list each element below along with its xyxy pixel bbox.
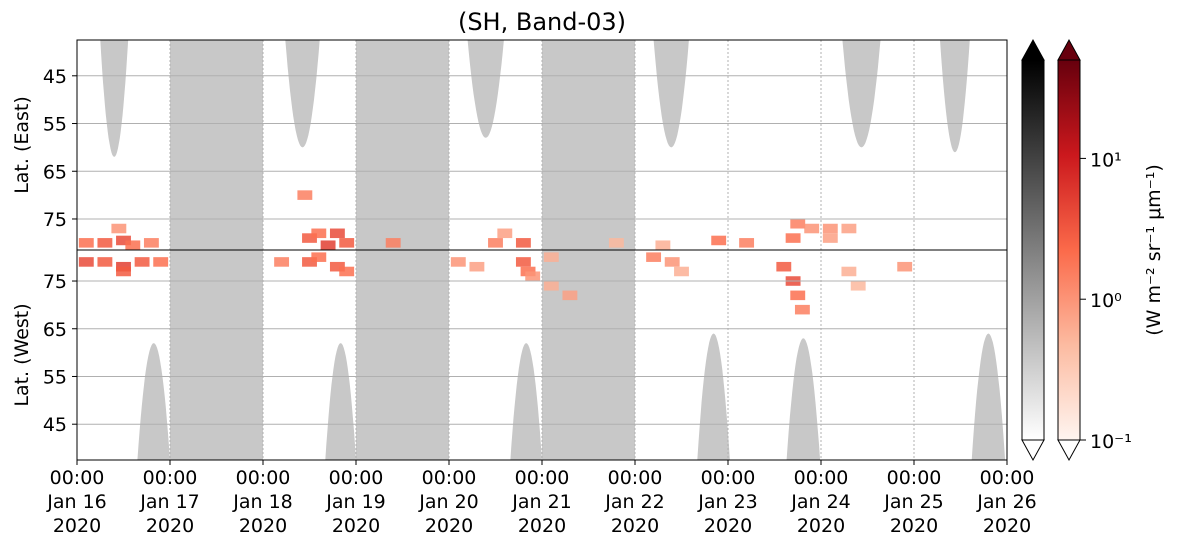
heat-cell bbox=[143, 238, 159, 248]
heat-cell bbox=[469, 261, 485, 272]
heat-cell bbox=[739, 238, 755, 248]
x-tick-label: 00:00 Jan 20 2020 bbox=[418, 467, 479, 537]
night-arc bbox=[842, 40, 881, 148]
heat-cell bbox=[794, 304, 810, 315]
heat-cell bbox=[655, 240, 671, 250]
heat-cell bbox=[543, 281, 559, 291]
heat-cell bbox=[125, 240, 141, 250]
heat-cell bbox=[646, 252, 662, 262]
chart-title: (SH, Band-03) bbox=[458, 8, 626, 36]
heat-cell bbox=[525, 271, 541, 282]
y-tick-label: 45 bbox=[43, 66, 67, 88]
heat-cell bbox=[111, 223, 127, 234]
y-tick-label: 65 bbox=[43, 161, 67, 183]
x-tick-label: 00:00 Jan 25 2020 bbox=[883, 467, 944, 537]
heat-cell bbox=[134, 257, 150, 267]
heat-cell bbox=[664, 257, 680, 267]
heat-cell bbox=[515, 257, 531, 267]
heat-cell bbox=[776, 261, 792, 272]
night-arc bbox=[510, 343, 542, 460]
y-tick-label: 45 bbox=[43, 414, 67, 436]
heat-cell bbox=[302, 233, 317, 243]
y-label: Lat. (East) bbox=[11, 96, 33, 194]
night-arc bbox=[100, 40, 129, 157]
x-tick-label: 00:00 Jan 19 2020 bbox=[325, 467, 386, 537]
heat-cell bbox=[822, 223, 838, 234]
heat-cell bbox=[562, 290, 578, 301]
heat-cell bbox=[311, 228, 327, 239]
x-tick-label: 00:00 Jan 23 2020 bbox=[697, 467, 758, 537]
heat-cell bbox=[841, 223, 857, 234]
y-tick-label: 55 bbox=[43, 114, 67, 136]
heat-cell bbox=[841, 266, 857, 277]
colorbar bbox=[1057, 59, 1081, 441]
x-tick-label: 00:00 Jan 24 2020 bbox=[790, 467, 851, 537]
colorbar-extend bbox=[1057, 439, 1081, 462]
night-arc bbox=[940, 40, 970, 153]
x-tick-label: 00:00 Jan 16 2020 bbox=[46, 467, 107, 537]
heat-cell bbox=[385, 238, 401, 248]
heat-cell bbox=[804, 223, 820, 234]
night-arc bbox=[653, 40, 689, 148]
colorbar-extend bbox=[1021, 439, 1045, 462]
heat-cell bbox=[543, 252, 559, 262]
heat-cell bbox=[450, 257, 466, 267]
heat-cell bbox=[97, 238, 113, 248]
night-arc bbox=[285, 40, 320, 148]
colorbar-extend bbox=[1021, 38, 1045, 61]
heat-cell bbox=[488, 238, 503, 248]
colorbar-label: (W m⁻² sr⁻¹ μm⁻¹) bbox=[1143, 164, 1165, 335]
heat-cell bbox=[329, 261, 345, 272]
heat-cell bbox=[897, 261, 913, 272]
heat-cell bbox=[329, 228, 345, 239]
heat-cell bbox=[297, 190, 313, 200]
heat-cell bbox=[97, 257, 113, 267]
x-tick-label: 00:00 Jan 17 2020 bbox=[139, 467, 200, 537]
y-label: Lat. (West) bbox=[11, 303, 33, 406]
heat-cell bbox=[785, 233, 801, 243]
x-tick-label: 00:00 Jan 18 2020 bbox=[232, 467, 293, 537]
heat-cell bbox=[274, 257, 290, 267]
y-tick-label: 75 bbox=[43, 271, 67, 293]
heat-cell bbox=[674, 266, 689, 277]
heat-cell bbox=[790, 218, 806, 229]
night-arc bbox=[137, 343, 170, 460]
night-arc bbox=[467, 40, 504, 138]
heat-cell bbox=[116, 235, 131, 246]
heat-cell bbox=[339, 266, 355, 277]
night-arc bbox=[786, 338, 821, 460]
x-tick-label: 00:00 Jan 22 2020 bbox=[604, 467, 665, 537]
heat-cell bbox=[850, 281, 866, 291]
y-tick-label: 65 bbox=[43, 319, 67, 341]
heat-cell bbox=[153, 257, 169, 267]
night-arc bbox=[697, 333, 730, 460]
night-arc bbox=[325, 343, 356, 460]
heat-cell bbox=[78, 257, 94, 267]
heat-cell bbox=[116, 266, 131, 277]
heat-cell bbox=[311, 252, 327, 262]
colorbar bbox=[1021, 59, 1045, 441]
heat-cell bbox=[711, 235, 727, 246]
colorbar-tick-label: 10⁰ bbox=[1090, 290, 1122, 312]
night-arc bbox=[971, 333, 1006, 460]
heat-cell bbox=[116, 261, 131, 272]
y-tick-label: 75 bbox=[43, 209, 67, 231]
heat-cell bbox=[515, 238, 531, 248]
x-tick-label: 00:00 Jan 26 2020 bbox=[976, 467, 1037, 537]
heat-cell bbox=[822, 233, 838, 243]
colorbar-extend bbox=[1057, 38, 1081, 61]
colorbar-tick-label: 10⁻¹ bbox=[1090, 431, 1132, 453]
heat-cell bbox=[320, 240, 336, 250]
heat-cell bbox=[497, 228, 513, 239]
heat-cell bbox=[302, 257, 317, 267]
heat-cell bbox=[339, 238, 355, 248]
y-tick-label: 55 bbox=[43, 366, 67, 388]
colorbar-tick-label: 10¹ bbox=[1090, 149, 1122, 171]
heat-cell bbox=[608, 238, 624, 248]
x-tick-label: 00:00 Jan 21 2020 bbox=[511, 467, 572, 537]
heat-cell bbox=[790, 290, 806, 301]
heat-cell bbox=[78, 238, 94, 248]
